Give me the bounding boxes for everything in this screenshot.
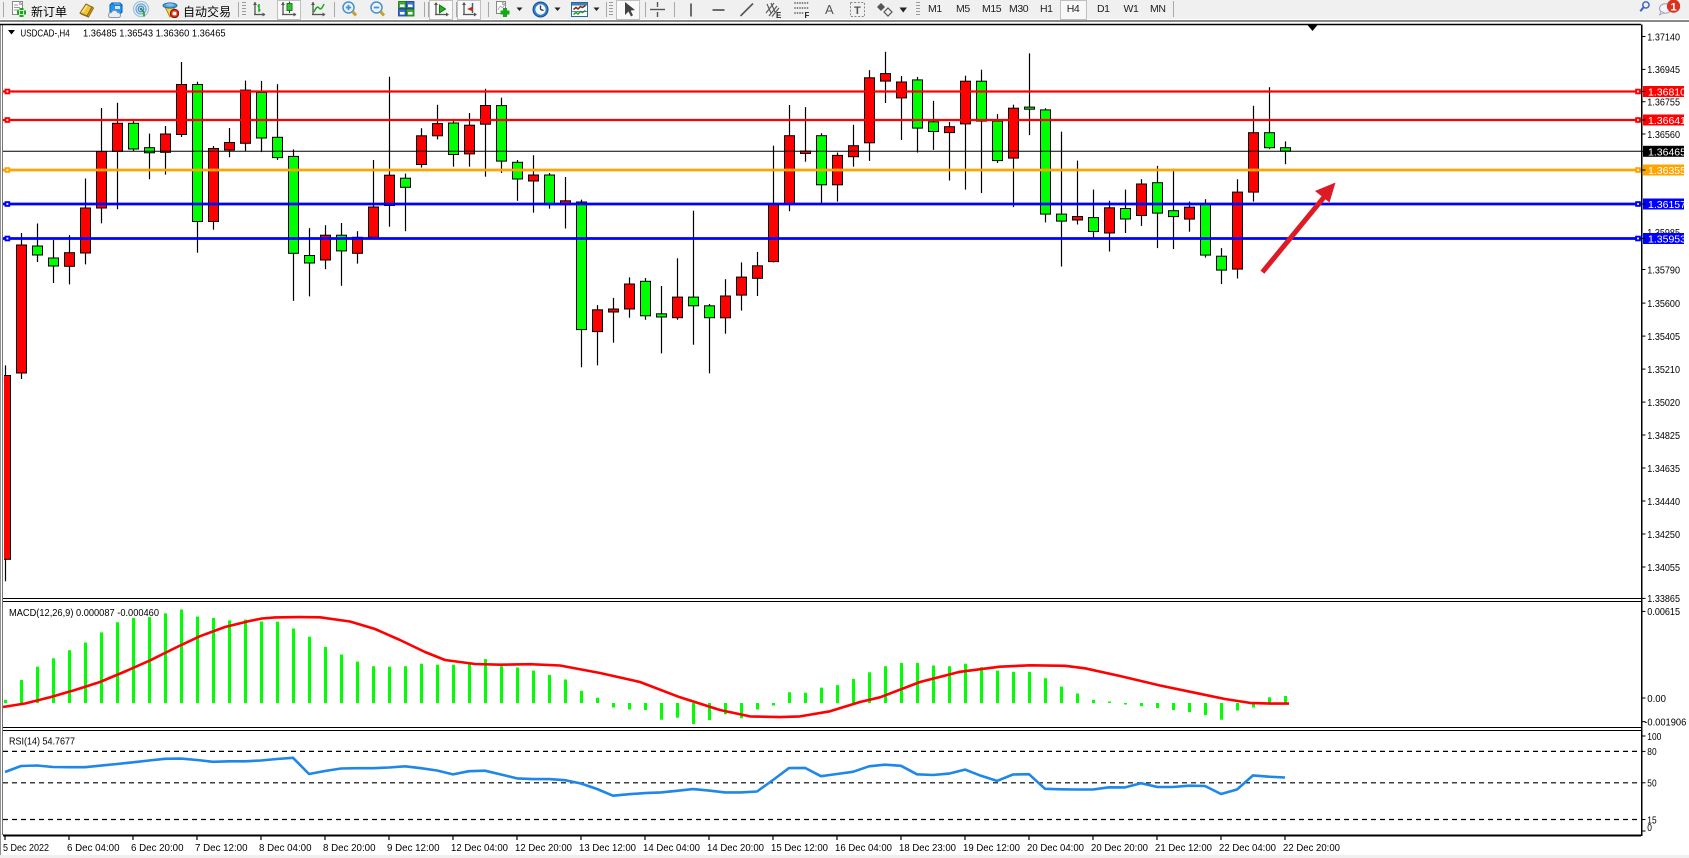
- svg-text:MACD(12,26,9) 0.000087 -0.0004: MACD(12,26,9) 0.000087 -0.000460: [9, 607, 159, 619]
- svg-text:1.34440: 1.34440: [1647, 496, 1680, 508]
- svg-text:T: T: [854, 5, 861, 17]
- svg-text:20 Dec 04:00: 20 Dec 04:00: [1027, 842, 1084, 854]
- svg-text:1.34635: 1.34635: [1647, 463, 1680, 475]
- svg-text:21 Dec 12:00: 21 Dec 12:00: [1155, 842, 1212, 854]
- svg-text:1.33865: 1.33865: [1647, 593, 1680, 605]
- svg-text:12 Dec 04:00: 12 Dec 04:00: [451, 842, 508, 854]
- svg-text:RSI(14) 54.7677: RSI(14) 54.7677: [9, 736, 75, 748]
- svg-text:13 Dec 12:00: 13 Dec 12:00: [579, 842, 636, 854]
- svg-text:22 Dec 20:00: 22 Dec 20:00: [1283, 842, 1340, 854]
- svg-text:1.37140: 1.37140: [1647, 31, 1680, 43]
- svg-text:E: E: [776, 11, 782, 18]
- svg-text:-0.001906: -0.001906: [1644, 716, 1686, 728]
- svg-text:80: 80: [1647, 746, 1656, 758]
- svg-text:1.35953: 1.35953: [1648, 234, 1686, 246]
- svg-text:1.34055: 1.34055: [1647, 562, 1680, 574]
- svg-text:1.36810: 1.36810: [1648, 87, 1686, 99]
- svg-text:8 Dec 04:00: 8 Dec 04:00: [259, 842, 312, 854]
- svg-text:1.36641: 1.36641: [1648, 115, 1686, 127]
- svg-text:1.35210: 1.35210: [1647, 364, 1680, 376]
- svg-text:1.34825: 1.34825: [1647, 430, 1680, 442]
- svg-text:1: 1: [1670, 1, 1677, 13]
- svg-text:9 Dec 12:00: 9 Dec 12:00: [387, 842, 440, 854]
- svg-text:1.36465: 1.36465: [1648, 146, 1686, 158]
- svg-text:6 Dec 20:00: 6 Dec 20:00: [131, 842, 184, 854]
- svg-text:1.35790: 1.35790: [1647, 264, 1680, 276]
- svg-text:1.36755: 1.36755: [1647, 97, 1680, 109]
- svg-text:1.35600: 1.35600: [1647, 298, 1680, 310]
- svg-text:22 Dec 04:00: 22 Dec 04:00: [1219, 842, 1276, 854]
- svg-text:1.35405: 1.35405: [1647, 331, 1680, 343]
- svg-text:1.36355: 1.36355: [1648, 165, 1686, 177]
- svg-text:15 Dec 12:00: 15 Dec 12:00: [771, 842, 828, 854]
- svg-text:6 Dec 04:00: 6 Dec 04:00: [67, 842, 120, 854]
- svg-text:20 Dec 20:00: 20 Dec 20:00: [1091, 842, 1148, 854]
- svg-text:12 Dec 20:00: 12 Dec 20:00: [515, 842, 572, 854]
- svg-text:19 Dec 12:00: 19 Dec 12:00: [963, 842, 1020, 854]
- svg-text:1.36485 1.36543 1.36360 1.3646: 1.36485 1.36543 1.36360 1.36465: [83, 27, 226, 39]
- svg-text:0.00: 0.00: [1647, 693, 1666, 705]
- svg-text:100: 100: [1647, 731, 1661, 743]
- svg-text:18 Dec 23:00: 18 Dec 23:00: [899, 842, 956, 854]
- svg-text:15: 15: [1647, 814, 1656, 826]
- svg-text:14 Dec 04:00: 14 Dec 04:00: [643, 842, 700, 854]
- svg-text:1.35020: 1.35020: [1647, 397, 1680, 409]
- svg-text:1.36945: 1.36945: [1647, 64, 1680, 76]
- svg-text:8 Dec 20:00: 8 Dec 20:00: [323, 842, 376, 854]
- svg-text:50: 50: [1647, 778, 1656, 790]
- svg-text:16 Dec 04:00: 16 Dec 04:00: [835, 842, 892, 854]
- svg-text:USDCAD-,H4: USDCAD-,H4: [20, 27, 69, 39]
- svg-text:7 Dec 12:00: 7 Dec 12:00: [195, 842, 248, 854]
- svg-text:1.34250: 1.34250: [1647, 529, 1680, 541]
- svg-text:5 Dec 2022: 5 Dec 2022: [3, 842, 49, 854]
- svg-text:1.36157: 1.36157: [1648, 199, 1686, 211]
- svg-text:F: F: [805, 11, 810, 18]
- svg-text:0: 0: [1647, 822, 1652, 834]
- svg-text:14 Dec 20:00: 14 Dec 20:00: [707, 842, 764, 854]
- svg-text:0.00615: 0.00615: [1647, 606, 1680, 618]
- svg-text:1.36560: 1.36560: [1647, 129, 1680, 141]
